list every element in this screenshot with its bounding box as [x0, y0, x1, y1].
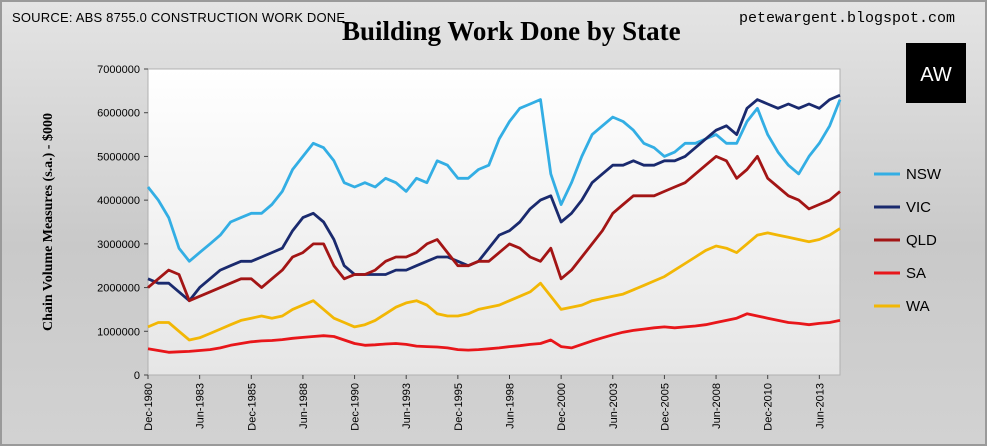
series-line-vic: [147, 93, 841, 303]
x-tick-label: Jun-2008: [711, 383, 723, 429]
x-tick-label: Dec-1995: [453, 383, 465, 431]
series-line-nsw: [146, 98, 842, 263]
x-tick-label: Dec-1990: [350, 383, 362, 431]
blog-url: petewargent.blogspot.com: [738, 10, 955, 27]
plot-area: [147, 68, 841, 376]
svg-text:AW: AW: [920, 64, 952, 85]
y-tick-label: 0: [134, 370, 140, 382]
y-tick-label: 5000000: [97, 151, 140, 163]
chart-title: Building Work Done by State: [342, 16, 681, 46]
x-tick-label: Dec-2005: [659, 383, 671, 431]
series-line-sa: [147, 312, 841, 354]
y-tick-label: 4000000: [97, 195, 140, 207]
legend-label-vic: VIC: [906, 199, 931, 216]
y-tick-label: 3000000: [97, 239, 140, 251]
x-tick-label: Dec-1985: [246, 383, 258, 431]
series-line-wa: [147, 227, 841, 342]
series-line-qld: [147, 154, 841, 303]
x-tick-label: Jun-1998: [504, 383, 516, 429]
legend-label-qld: QLD: [906, 232, 937, 249]
legend: NSW VIC QLD SA WA: [874, 166, 942, 315]
x-tick-label: Jun-2013: [814, 383, 826, 429]
y-axis-label: Chain Volume Measures (s.a.) - $000: [41, 113, 56, 331]
x-tick-label: Dec-2010: [763, 383, 775, 431]
y-tick-label: 1000000: [97, 326, 140, 338]
y-tick-label: 6000000: [97, 108, 140, 120]
legend-label-wa: WA: [906, 298, 930, 315]
x-tick-label: Jun-1988: [298, 383, 310, 429]
legend-label-nsw: NSW: [906, 166, 942, 183]
aw-logo: AW: [906, 43, 966, 103]
x-tick-label: Jun-2003: [608, 383, 620, 429]
y-axis: 0 1000000 2000000 3000000 4000000 5000000 6000…: [97, 64, 148, 382]
y-tick-label: 7000000: [97, 64, 140, 76]
series-lines: [146, 93, 842, 354]
source-note: SOURCE: ABS 8755.0 CONSTRUCTION WORK DON…: [12, 10, 346, 25]
x-tick-label: Jun-1983: [195, 383, 207, 429]
x-tick-label: Dec-1980: [143, 383, 155, 431]
legend-label-sa: SA: [906, 265, 926, 282]
x-tick-label: Jun-1993: [401, 383, 413, 429]
x-axis: Dec-1980 Jun-1983 Dec-1985 Jun-1988 Dec-1990…: [143, 375, 826, 431]
x-tick-label: Dec-2000: [556, 383, 568, 431]
aw-logo-mark: AW: [920, 64, 952, 85]
y-tick-label: 2000000: [97, 283, 140, 295]
